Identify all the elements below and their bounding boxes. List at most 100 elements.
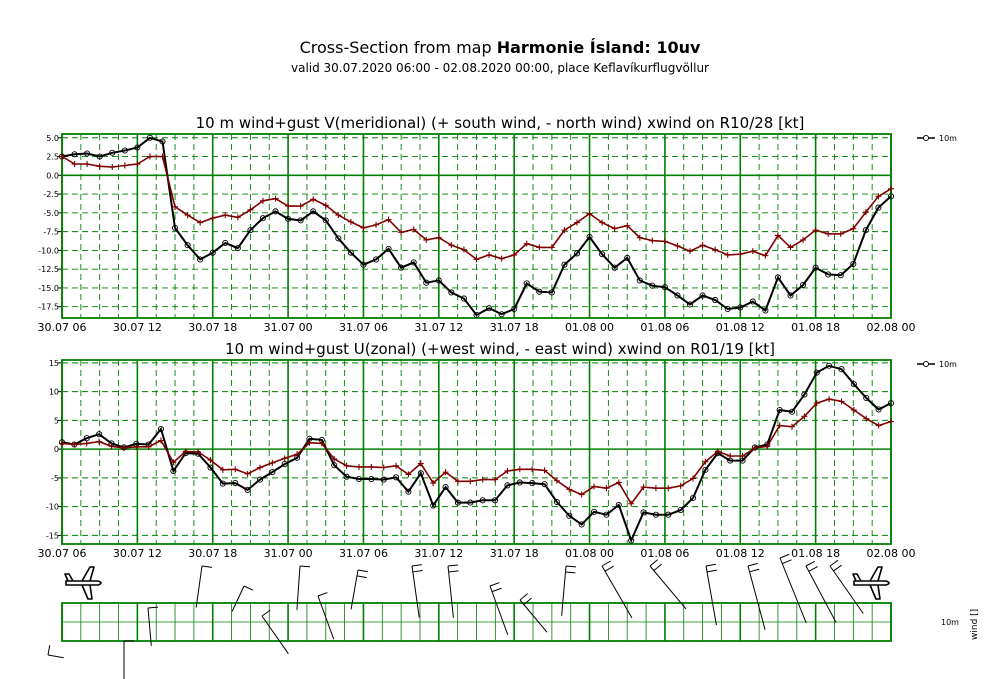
gust-point [529,466,536,473]
wind-barb-staff [147,607,152,646]
legend-marker [922,134,930,142]
gust-point [749,248,756,255]
gust-point [234,214,241,221]
series-line-10m [61,136,892,317]
data-point [393,474,400,481]
data-point [244,486,251,494]
wind-barb-flag [519,593,528,601]
gust-point [281,455,288,462]
gust-point [209,215,216,222]
gust-point [504,467,511,474]
wind-barb-staff [805,565,837,623]
data-point [157,425,165,433]
y-tick-label: -10.0 [38,246,59,255]
x-tick-label: 01.08 06 [640,321,689,334]
gust-point [134,161,141,168]
gust-point [159,153,166,160]
wind-barb-flag [411,564,422,567]
gust-point [702,458,709,465]
gust-point [343,462,350,469]
gust-point [586,210,593,217]
data-point [343,473,350,480]
wind-barb-flag [705,563,716,567]
gust-point [800,236,807,243]
data-point [256,476,264,483]
wind-barb-staff [519,599,548,633]
gust-point [247,206,254,213]
data-point [566,512,573,519]
gust-point [863,415,870,422]
wind-barb-flag [782,559,792,565]
gust-point [737,251,744,258]
gust-point [661,238,668,245]
gust-point [145,443,152,450]
gust-point [812,227,819,234]
gust-point [71,441,78,448]
data-point [603,511,610,518]
gust-point [83,440,90,447]
gust-point [109,164,116,171]
wind-barb-flag [147,606,159,609]
data-point [561,261,568,268]
data-point [628,537,635,544]
gust-point [410,226,417,233]
airplane-icon [852,566,890,600]
gust-point [380,464,387,471]
wind-barb-flag [653,563,662,571]
gust-point [566,486,573,493]
gust-point [727,453,734,460]
data-point [159,138,166,145]
wind-barb-flag [601,560,611,567]
data-point [661,284,668,291]
gust-point [259,197,266,204]
gust-point [331,455,338,462]
wind-barb-staff [195,565,203,608]
gust-point [423,236,430,243]
gust-point [523,240,530,247]
wind-barb-panel [47,553,892,679]
y-tick-label: -2.5 [43,190,59,199]
data-point [405,488,412,495]
wind-side-label: wind [] [970,609,980,640]
data-point [813,369,820,376]
gust-point [385,216,392,223]
wind-barb-staff [705,565,717,626]
data-point [209,249,216,256]
data-point [599,251,606,258]
gust-point [591,483,598,490]
gust-point [739,453,746,460]
gust-point [603,485,610,492]
wind-barb-staff [649,565,687,610]
gust-point [172,203,179,210]
gust-point [269,459,276,466]
data-point [146,134,153,141]
data-point [322,217,329,224]
data-point [674,292,681,299]
y-tick-label: 2.5 [46,153,59,162]
data-point [492,497,499,504]
gust-point [649,237,656,244]
gust-point [318,440,325,447]
x-tick-label: 31.07 06 [339,321,388,334]
gust-point [712,246,719,253]
data-point [689,494,697,502]
data-point [837,272,844,279]
y-tick-label: -15 [46,531,59,540]
data-point [454,499,461,506]
x-tick-label: 31.07 12 [414,321,463,334]
y-tick-label: -15.0 [38,284,59,293]
gust-point [687,248,694,255]
data-point [479,497,486,504]
data-point [737,304,744,311]
data-point [529,479,536,487]
y-tick-label: 5.0 [46,134,59,143]
wind-barb-flag [243,585,254,591]
data-point [812,264,819,271]
gust-point [256,464,263,471]
data-point [541,481,548,488]
data-point [862,227,869,234]
gust-point [322,202,329,209]
gust-point [511,251,518,258]
gust-point [665,485,672,492]
data-point [875,406,882,413]
